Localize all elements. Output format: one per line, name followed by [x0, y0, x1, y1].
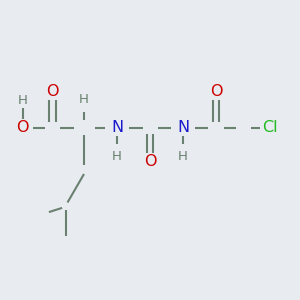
Text: H: H [18, 94, 27, 107]
Text: O: O [144, 154, 156, 169]
Text: O: O [46, 84, 59, 99]
Text: O: O [16, 120, 29, 135]
Text: H: H [178, 149, 188, 163]
Text: N: N [177, 120, 189, 135]
Text: Cl: Cl [262, 120, 278, 135]
Text: H: H [79, 92, 89, 106]
Text: N: N [111, 120, 123, 135]
Text: H: H [112, 149, 122, 163]
Text: O: O [210, 84, 222, 99]
